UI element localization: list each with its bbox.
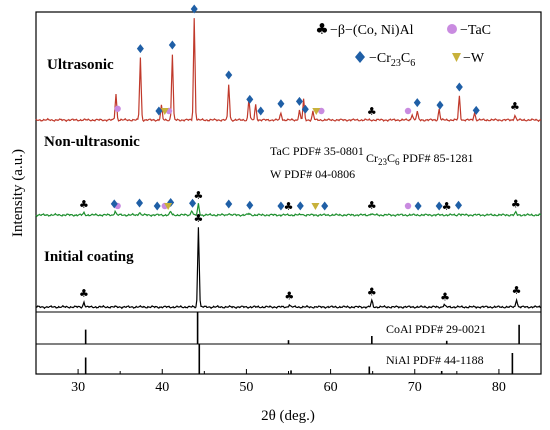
- marker-cr23c6: [455, 200, 463, 210]
- marker-beta-coni-al: ♣: [284, 200, 294, 213]
- marker-cr23c6: [277, 99, 285, 109]
- marker-beta-coni-al: ♣: [512, 284, 522, 297]
- marker-cr23c6: [296, 201, 304, 211]
- marker-beta-coni-al: ♣: [440, 291, 450, 304]
- x-tick-label: 40: [155, 380, 169, 395]
- legend-club-icon: ♣: [315, 20, 328, 38]
- reference-patterns: [84, 312, 520, 374]
- xrd-traces: [35, 18, 542, 310]
- marker-cr23c6: [190, 4, 198, 14]
- legend: ♣ −β−(Co, Ni)Al −TaC −Cr23C6 −W: [315, 20, 491, 69]
- marker-cr23c6: [413, 98, 421, 108]
- tac-pdf-annotation: TaC PDF# 35-0801: [270, 144, 364, 158]
- marker-cr23c6: [435, 201, 443, 211]
- marker-w: [164, 202, 173, 210]
- marker-beta-coni-al: ♣: [511, 198, 521, 211]
- marker-tac: [114, 105, 121, 112]
- marker-beta-coni-al: ♣: [367, 105, 377, 118]
- marker-cr23c6: [455, 82, 463, 92]
- w-pdf-annotation: W PDF# 04-0806: [270, 167, 355, 181]
- trace-label-ultrasonic: Ultrasonic: [47, 57, 114, 73]
- marker-w: [311, 203, 320, 210]
- marker-cr23c6: [277, 201, 285, 211]
- legend-cr23c6-icon: [355, 51, 365, 63]
- legend-label-beta-coni-al: −β−(Co, Ni)Al: [330, 23, 414, 38]
- marker-cr23c6: [225, 199, 233, 209]
- marker-cr23c6: [257, 106, 265, 116]
- marker-cr23c6: [155, 106, 163, 116]
- marker-cr23c6: [136, 198, 144, 208]
- legend-w-icon: [452, 53, 461, 62]
- marker-beta-coni-al: ♣: [367, 199, 377, 212]
- trace-ultrasonic: [35, 18, 542, 123]
- trace-non-ultrasonic: [35, 203, 542, 218]
- marker-cr23c6: [472, 105, 480, 115]
- marker-cr23c6: [110, 199, 118, 209]
- x-tick-label: 50: [239, 380, 253, 395]
- phase-markers: ♣ ♣ ♣ ♣ ♣ ♣ ♣ ♣ ♣ ♣ ♣ ♣ ♣ ♣: [79, 4, 522, 304]
- marker-tac: [404, 202, 412, 210]
- marker-beta-coni-al: ♣: [194, 189, 204, 202]
- marker-beta-coni-al: ♣: [79, 287, 89, 300]
- marker-beta-coni-al: ♣: [194, 212, 204, 225]
- legend-label-tac: −TaC: [460, 23, 491, 38]
- legend-label-cr23c6: −Cr23C6: [369, 51, 415, 69]
- marker-cr23c6: [246, 200, 254, 210]
- x-axis-label: 2θ (deg.): [261, 408, 315, 424]
- marker-beta-coni-al: ♣: [367, 286, 377, 299]
- nial-ref-label: NiAl PDF# 44-1188: [386, 353, 484, 367]
- marker-cr23c6: [295, 96, 303, 106]
- marker-cr23c6: [436, 100, 444, 110]
- marker-tac: [318, 107, 325, 115]
- coal-ref-label: CoAl PDF# 29-0021: [386, 322, 486, 336]
- trace-label-initial-coating: Initial coating: [44, 249, 134, 265]
- x-tick-label: 60: [324, 380, 338, 395]
- marker-cr23c6: [246, 94, 254, 104]
- marker-cr23c6: [301, 104, 309, 114]
- legend-tac-icon: [447, 24, 457, 34]
- x-tick-label: 80: [492, 380, 506, 395]
- marker-beta-coni-al: ♣: [79, 198, 89, 211]
- x-tick-label: 70: [408, 380, 422, 395]
- marker-beta-coni-al: ♣: [442, 200, 452, 213]
- marker-cr23c6: [321, 201, 329, 211]
- marker-cr23c6: [414, 201, 422, 211]
- marker-w: [312, 107, 321, 115]
- marker-cr23c6: [225, 70, 233, 80]
- x-axis-ticks: 30 40 50 60 70 80: [35, 369, 542, 395]
- legend-label-w: −W: [463, 51, 485, 66]
- trace-label-non-ultrasonic: Non-ultrasonic: [44, 134, 140, 150]
- marker-cr23c6: [189, 198, 197, 208]
- marker-cr23c6: [153, 201, 161, 211]
- cr23c6-pdf-annotation: Cr23C6 PDF# 85-1281: [366, 151, 474, 167]
- marker-tac: [404, 107, 412, 115]
- marker-cr23c6: [136, 44, 144, 54]
- marker-beta-coni-al: ♣: [510, 100, 520, 113]
- marker-beta-coni-al: ♣: [284, 290, 294, 303]
- x-tick-label: 30: [71, 380, 85, 395]
- y-axis-label: Intensity (a.u.): [10, 149, 26, 237]
- marker-cr23c6: [168, 40, 176, 50]
- trace-initial-coating: [36, 227, 542, 310]
- marker-w: [160, 107, 169, 115]
